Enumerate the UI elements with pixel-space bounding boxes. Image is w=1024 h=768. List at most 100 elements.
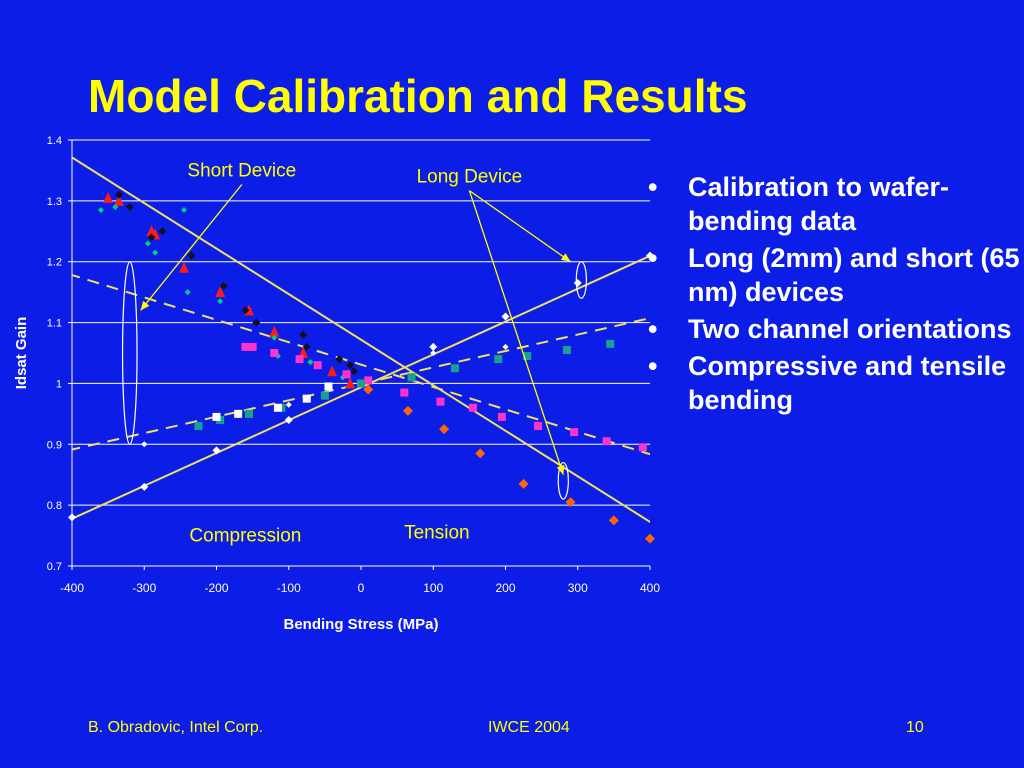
callout-arrowhead: [560, 253, 571, 262]
bullet-item: • Compressive and tensile bending: [648, 349, 1020, 417]
short-device-model-line: [72, 156, 650, 524]
callout-arrowhead: [556, 464, 565, 475]
x-axis-title: Bending Stress (MPa): [283, 616, 438, 633]
data-point: [573, 279, 582, 288]
data-point: [502, 343, 509, 350]
data-point: [97, 206, 104, 213]
data-point: [646, 251, 654, 260]
y-tick-label: 0.8: [47, 500, 62, 512]
data-point: [345, 377, 356, 389]
callout-arrow: [468, 190, 564, 475]
data-point: [113, 194, 124, 206]
bullet-text: Calibration to wafer-bending data: [688, 172, 950, 236]
data-point: [187, 251, 196, 260]
data-point: [284, 415, 293, 424]
data-points: [68, 190, 655, 544]
data-point: [645, 533, 655, 544]
data-point: [562, 345, 571, 354]
data-point: [608, 515, 619, 526]
data-point: [565, 497, 576, 508]
data-point: [430, 350, 437, 356]
data-point: [68, 513, 76, 522]
bullet-item: • Long (2mm) and short (65 nm) devices: [648, 241, 1020, 309]
data-point: [273, 403, 282, 412]
bullet-symbol: •: [648, 243, 658, 273]
data-point: [180, 206, 187, 213]
bullet-text: Long (2mm) and short (65 nm) devices: [688, 243, 1020, 307]
data-point: [606, 339, 615, 348]
data-point: [602, 437, 611, 446]
data-point: [439, 424, 450, 435]
bullet-item: • Two channel orientations: [648, 312, 1020, 346]
x-tick-label: 300: [568, 581, 588, 595]
data-point: [141, 441, 148, 448]
data-point: [307, 359, 314, 366]
data-point: [178, 261, 189, 273]
highlight-ellipse: [575, 261, 588, 299]
bullet-list: • Calibration to wafer-bending data • Lo…: [648, 170, 1020, 420]
chart-annotation: Short Device: [187, 161, 296, 182]
axes: 0.7 0.8 0.9 1 1.1 1.2 1.3 1.4 -400 -300 -200 -100 0 1…: [13, 135, 660, 633]
highlight-ellipse: [121, 261, 138, 445]
data-point: [475, 448, 486, 459]
data-point: [147, 233, 156, 242]
data-point: [501, 312, 510, 321]
chart-annotation: Compression: [189, 526, 301, 547]
chart-labels: Short Device Long Device Compression Tensio…: [187, 161, 522, 547]
data-point: [346, 361, 355, 370]
bullet-text: Two channel orientations: [688, 314, 1012, 344]
data-point: [152, 249, 159, 256]
data-point: [219, 282, 228, 291]
data-point: [357, 379, 365, 388]
data-point: [299, 330, 308, 339]
data-point: [234, 409, 243, 418]
y-tick-label: 1.3: [47, 196, 62, 208]
data-point: [494, 355, 503, 364]
bullet-item: • Calibration to wafer-bending data: [648, 170, 1020, 238]
x-tick-label: 100: [423, 581, 443, 595]
data-point: [114, 190, 123, 199]
data-point: [324, 382, 333, 391]
data-point: [302, 394, 311, 403]
data-point: [112, 203, 119, 210]
footer-page-number: 10: [906, 719, 924, 736]
data-point: [184, 289, 191, 296]
data-point: [638, 443, 647, 452]
data-point: [217, 298, 224, 305]
data-point: [436, 397, 445, 406]
data-point: [252, 318, 261, 327]
bullet-symbol: •: [648, 351, 658, 381]
x-tick-label: 200: [495, 581, 515, 595]
slide-title: Model Calibration and Results: [88, 70, 748, 122]
model-lines: [72, 156, 650, 524]
data-point: [212, 412, 221, 421]
x-tick-label: 400: [640, 581, 660, 595]
x-tick-label: -400: [60, 581, 84, 595]
data-point: [241, 306, 250, 315]
chart-annotation: Long Device: [417, 167, 523, 188]
bullet-text: Compressive and tensile bending: [688, 351, 1007, 415]
data-point: [320, 391, 329, 400]
data-point: [497, 412, 506, 421]
x-tick-label: 0: [358, 581, 365, 595]
y-axis-title: Idsat Gain: [13, 317, 30, 390]
data-point: [194, 422, 203, 431]
data-point: [245, 409, 254, 418]
x-tick-label: -300: [132, 581, 156, 595]
data-point: [302, 342, 311, 351]
data-point: [364, 376, 373, 385]
callout-arrowhead: [140, 300, 150, 311]
x-tick-label: -200: [204, 581, 228, 595]
data-point: [313, 361, 322, 370]
bullet-symbol: •: [648, 172, 658, 202]
data-point: [407, 373, 416, 382]
data-point: [349, 367, 358, 376]
y-tick-label: 1.4: [47, 135, 62, 147]
data-point: [534, 422, 543, 431]
data-point: [140, 482, 149, 491]
data-point: [269, 325, 280, 337]
highlight-ellipse: [557, 461, 569, 500]
data-point: [335, 355, 344, 364]
data-point: [285, 401, 292, 408]
